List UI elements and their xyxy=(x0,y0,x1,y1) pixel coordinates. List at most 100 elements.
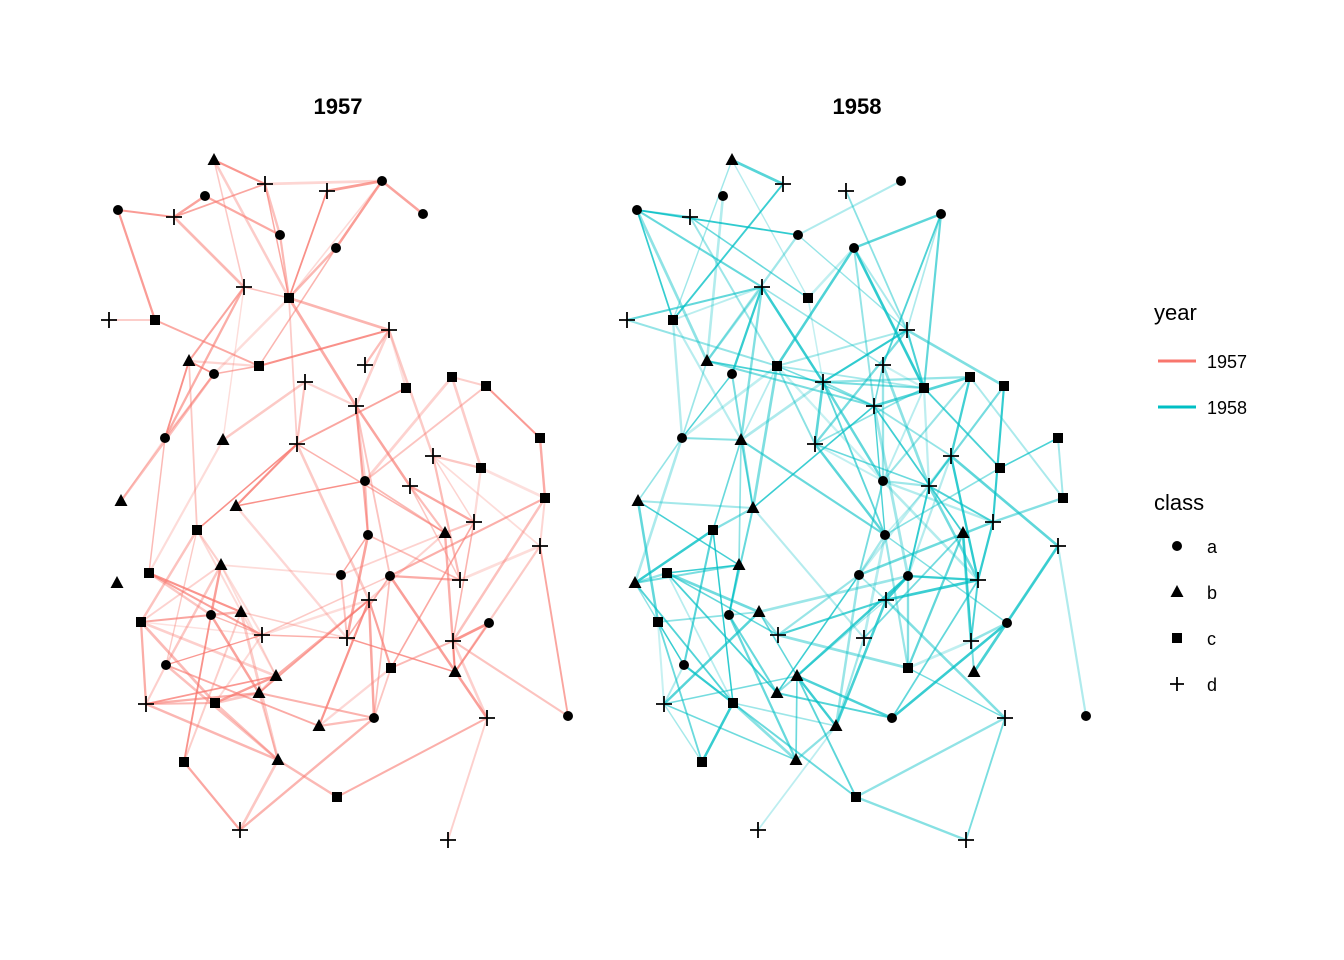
node-1958-60-class-c xyxy=(728,698,738,708)
edge-1957-98 xyxy=(164,373,215,439)
edge-1957-130 xyxy=(472,466,483,524)
edge-1958-143 xyxy=(795,674,838,728)
edge-1958-101 xyxy=(635,208,764,289)
edge-1958-2 xyxy=(681,437,742,441)
node-1957-64-class-b xyxy=(312,719,326,731)
edge-1957-31 xyxy=(172,194,207,219)
node-1958-40-class-c xyxy=(662,568,672,578)
edge-1957-155 xyxy=(432,455,541,547)
node-1958-14-class-d xyxy=(899,322,915,338)
edge-1958-30 xyxy=(881,479,980,582)
node-1958-15-class-b xyxy=(700,354,714,366)
edge-1958-131 xyxy=(671,318,684,440)
edge-1958-88 xyxy=(730,285,764,376)
edge-1958-67 xyxy=(730,158,785,186)
edge-1957-103 xyxy=(431,454,462,582)
node-1958-46-class-d xyxy=(878,592,894,608)
edge-1958-25 xyxy=(706,360,824,383)
edge-1957-150 xyxy=(117,209,175,218)
node-1958-42-class-b xyxy=(732,558,746,570)
edge-1957-96 xyxy=(164,563,223,667)
edge-1957-151 xyxy=(334,179,384,250)
edge-1957-45 xyxy=(354,404,370,537)
node-1957-29-class-c xyxy=(476,463,486,473)
edge-1958-34 xyxy=(834,598,888,728)
edge-1958-29 xyxy=(857,520,995,577)
node-1957-31-class-d xyxy=(402,478,418,494)
edge-1958-180 xyxy=(663,703,797,761)
node-1958-23-class-d xyxy=(866,398,882,414)
node-1957-6-class-a xyxy=(377,176,387,186)
edge-1958-98 xyxy=(969,376,1064,499)
node-1958-63-class-a xyxy=(1081,711,1091,721)
edge-1958-33 xyxy=(814,443,930,487)
node-1958-4-class-d xyxy=(775,176,791,192)
edge-1957-70 xyxy=(213,365,260,375)
edge-1958-137 xyxy=(922,212,943,390)
edge-1957-127 xyxy=(173,183,266,218)
edge-1957-112 xyxy=(390,640,454,669)
edge-1957-32 xyxy=(147,571,213,617)
node-1958-38-class-b xyxy=(746,501,760,513)
edge-1958-142 xyxy=(797,234,908,331)
edge-1958-85 xyxy=(1057,437,1064,499)
edge-1958-132 xyxy=(752,405,875,509)
edge-1957-74 xyxy=(139,620,148,706)
edge-1958-35 xyxy=(656,620,666,706)
node-1958-8-class-a xyxy=(793,230,803,240)
legend-title-class: class xyxy=(1154,490,1204,515)
edge-1957-97 xyxy=(303,380,358,408)
node-1957-55-class-c xyxy=(386,663,396,673)
edge-1957-49 xyxy=(212,158,267,186)
edge-1958-162 xyxy=(705,359,876,408)
edge-1957-136 xyxy=(287,246,338,300)
edge-1958-52 xyxy=(884,485,930,536)
node-1958-45-class-a xyxy=(903,571,913,581)
edge-1957-78 xyxy=(196,529,277,677)
node-1958-20-class-c xyxy=(919,383,929,393)
edge-1958-119 xyxy=(794,724,838,762)
node-1957-63-class-a xyxy=(563,711,573,721)
node-1957-53-class-a xyxy=(484,618,494,628)
edge-1957-46 xyxy=(355,405,391,577)
node-1957-67-class-c xyxy=(332,792,342,802)
edge-1958-116 xyxy=(776,329,908,367)
edge-1957-71 xyxy=(164,663,280,762)
edge-1958-159 xyxy=(890,621,1009,720)
node-1957-50-class-d xyxy=(254,627,270,643)
edge-1958-80 xyxy=(740,439,754,509)
edge-1957-132 xyxy=(261,575,391,636)
node-1958-12-class-d xyxy=(619,312,635,328)
node-1957-19-class-d xyxy=(297,374,313,390)
edge-1958-120 xyxy=(881,375,972,483)
node-1958-47-class-a xyxy=(724,610,734,620)
edge-1958-149 xyxy=(852,246,926,390)
edge-1958-6 xyxy=(857,533,887,577)
edge-1957-4 xyxy=(354,404,412,488)
node-1957-51-class-d xyxy=(339,630,355,646)
node-1958-43-class-a xyxy=(880,530,890,540)
node-1957-32-class-c xyxy=(540,493,550,503)
edge-1957-62 xyxy=(263,179,384,186)
edge-1957-124 xyxy=(165,529,198,666)
node-1958-51-class-d xyxy=(856,630,872,646)
edge-1957-40 xyxy=(116,208,157,322)
edge-1958-75 xyxy=(923,387,1001,469)
edge-1957-84 xyxy=(451,639,570,718)
edge-1957-156 xyxy=(317,598,371,728)
edge-1958-110 xyxy=(927,454,953,488)
edge-1958-145 xyxy=(757,725,837,831)
edge-1957-6 xyxy=(431,454,483,470)
node-1957-23-class-d xyxy=(348,398,364,414)
edge-1957-106 xyxy=(388,574,462,582)
edge-1957-88 xyxy=(213,701,280,762)
node-1957-12-class-d xyxy=(101,312,117,328)
node-1957-4-class-d xyxy=(257,176,273,192)
edge-1958-82 xyxy=(705,285,764,363)
panel-title-1958: 1958 xyxy=(833,94,882,119)
node-1957-1-class-a xyxy=(113,205,123,215)
node-1957-39-class-c xyxy=(192,525,202,535)
edge-1958-127 xyxy=(822,381,886,536)
edge-1957-115 xyxy=(454,622,490,673)
